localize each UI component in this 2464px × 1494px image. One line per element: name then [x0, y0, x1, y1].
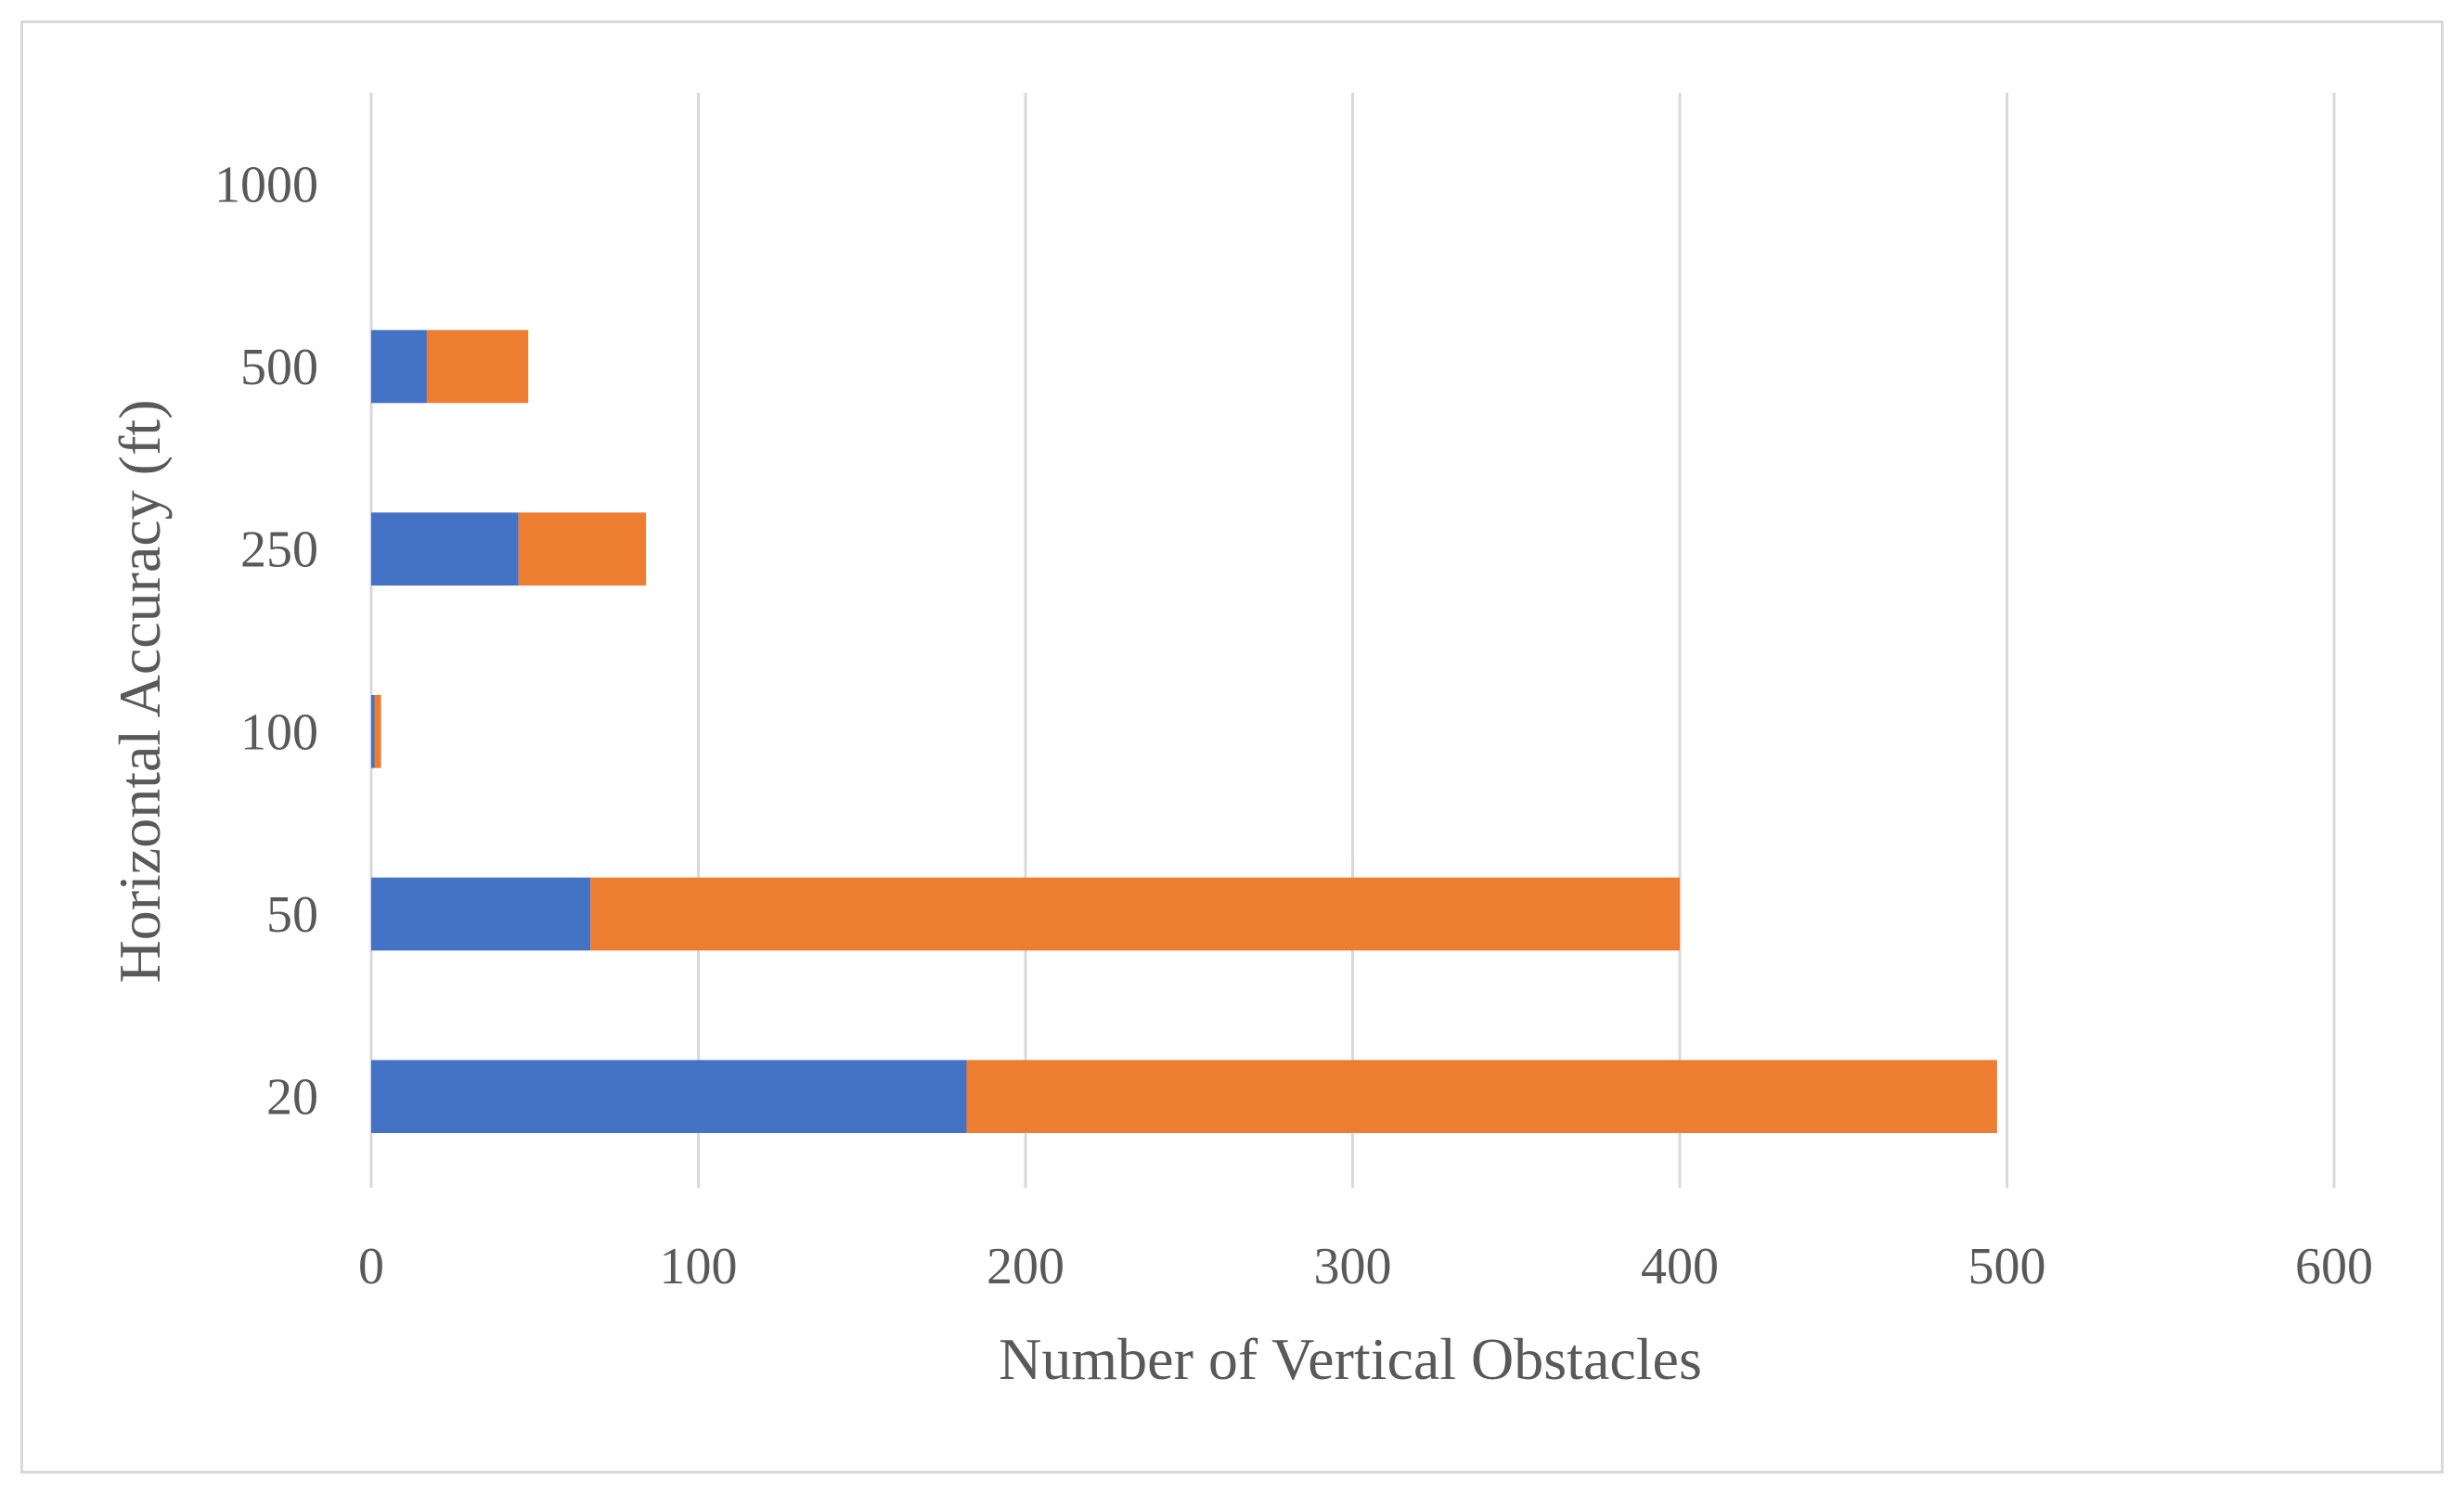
- bars: [371, 329, 1997, 1133]
- y-tick-label: 20: [266, 1069, 318, 1127]
- bar-segment-series-2: [518, 512, 647, 586]
- bar-segment-series-2: [374, 695, 381, 768]
- y-tick-label: 100: [240, 703, 318, 761]
- x-tick-label: 200: [987, 1238, 1064, 1295]
- x-tick-label: 0: [358, 1238, 384, 1295]
- bar-segment-series-2: [426, 329, 529, 404]
- bar-segment-series-2: [590, 877, 1680, 951]
- x-tick-label: 400: [1641, 1238, 1719, 1295]
- x-tick-label: 300: [1314, 1238, 1392, 1295]
- x-tick-label: 500: [1968, 1238, 2046, 1295]
- bar-segment-series-1: [371, 695, 375, 768]
- x-axis-title: Number of Vertical Obstacles: [999, 1326, 1702, 1392]
- bar-segment-series-1: [371, 1060, 967, 1133]
- bar-segment-series-1: [371, 512, 519, 586]
- y-tick-label: 500: [240, 339, 318, 396]
- y-tick-label: 1000: [214, 156, 318, 213]
- bar-segment-series-2: [966, 1060, 1997, 1133]
- y-tick-label: 250: [240, 522, 318, 579]
- bar-segment-series-1: [371, 329, 427, 404]
- y-axis-title: Horizontal Accuracy (ft): [107, 399, 173, 983]
- gridlines: [369, 93, 2336, 1188]
- y-tick-label: 50: [266, 886, 318, 944]
- x-tick-label: 100: [660, 1238, 738, 1295]
- x-tick-labels: 0 100 200 300 400 500 600: [358, 1238, 2373, 1295]
- chart-frame: [20, 20, 2444, 1474]
- x-tick-label: 600: [2295, 1238, 2373, 1295]
- y-tick-labels: 20 50 100 250 500 1000: [214, 156, 318, 1126]
- bar-segment-series-1: [371, 877, 591, 951]
